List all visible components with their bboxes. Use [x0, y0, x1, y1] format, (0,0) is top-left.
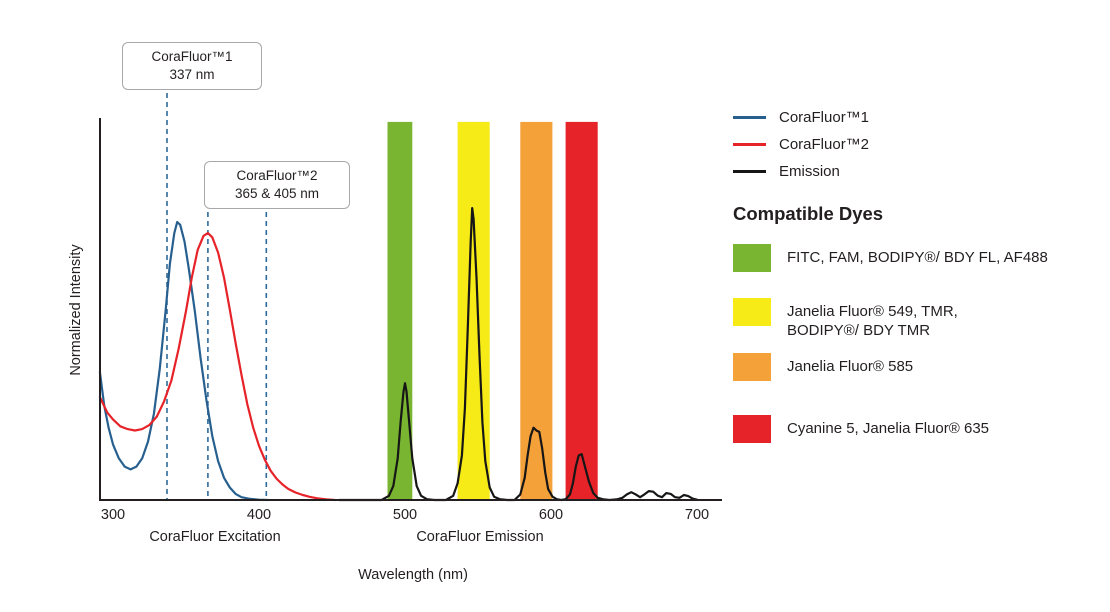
dye-color-swatch	[733, 298, 771, 326]
x-tick-600: 600	[538, 507, 564, 523]
compatible-dyes-heading: Compatible Dyes	[733, 203, 884, 224]
dye-row-1: FITC, FAM, BODIPY®/ BDY FL, AF488	[733, 244, 1105, 272]
dye-row-3: Janelia Fluor® 585	[733, 353, 1105, 381]
legend-line-swatch	[733, 143, 766, 146]
annotation-corafluor2-callout: CoraFluor™2 365 & 405 nm	[204, 161, 350, 209]
legend-line-swatch	[733, 170, 766, 173]
legend-item-label: CoraFluor™2	[779, 136, 870, 153]
legend: CoraFluor™1 CoraFluor™2 Emission Compatibl…	[733, 104, 1105, 443]
annotation-corafluor2-title: CoraFluor™2	[236, 168, 318, 183]
y-axis-title: Normalized Intensity	[68, 244, 84, 376]
dye-row-4: Cyanine 5, Janelia Fluor® 635	[733, 415, 1105, 443]
curve-corafluor-2	[98, 232, 336, 502]
dye-label: Janelia Fluor® 585	[787, 358, 914, 375]
legend-item-emission: Emission	[733, 158, 1105, 185]
legend-item-label: Emission	[779, 163, 840, 180]
dye-color-swatch	[733, 244, 771, 272]
emission-filter-band-3	[520, 121, 553, 501]
dye-label: Cyanine 5, Janelia Fluor® 635	[787, 420, 990, 437]
curve-corafluor-1	[98, 220, 269, 502]
x-axis-title: Wavelength (nm)	[358, 567, 468, 583]
compatible-dyes-list: FITC, FAM, BODIPY®/ BDY FL, AF488 Janelia…	[733, 244, 1105, 443]
annotation-corafluor1-callout: CoraFluor™1 337 nm	[122, 42, 262, 90]
annotation-corafluor1-value: 337 nm	[169, 67, 215, 82]
curve-emission	[338, 207, 699, 502]
x-tick-700: 700	[684, 507, 710, 523]
x-tick-300: 300	[100, 507, 126, 523]
legend-series-list: CoraFluor™1 CoraFluor™2 Emission	[733, 104, 1105, 185]
dye-label: Janelia Fluor® 549, TMR, BODIPY®/ BDY TM…	[787, 303, 958, 339]
annotation-corafluor2-value: 365 & 405 nm	[234, 186, 320, 201]
dye-label: FITC, FAM, BODIPY®/ BDY FL, AF488	[787, 249, 1048, 266]
legend-line-swatch	[733, 116, 766, 119]
x-tick-400: 400	[246, 507, 272, 523]
legend-item-label: CoraFluor™1	[779, 109, 870, 126]
legend-item-corafluor-2: CoraFluor™2	[733, 131, 1105, 158]
dye-color-swatch	[733, 415, 771, 443]
dye-row-2: Janelia Fluor® 549, TMR, BODIPY®/ BDY TM…	[733, 298, 1105, 340]
spectra-chart	[98, 84, 722, 502]
x-tick-500: 500	[392, 507, 418, 523]
axis-section-label-corafluor-emission: CoraFluor Emission	[416, 529, 544, 545]
axis-section-label-corafluor-excitation: CoraFluor Excitation	[149, 529, 281, 545]
dye-color-swatch	[733, 353, 771, 381]
legend-item-corafluor-1: CoraFluor™1	[733, 104, 1105, 131]
annotation-corafluor1-title: CoraFluor™1	[151, 49, 233, 64]
emission-filter-band-4	[565, 121, 598, 501]
